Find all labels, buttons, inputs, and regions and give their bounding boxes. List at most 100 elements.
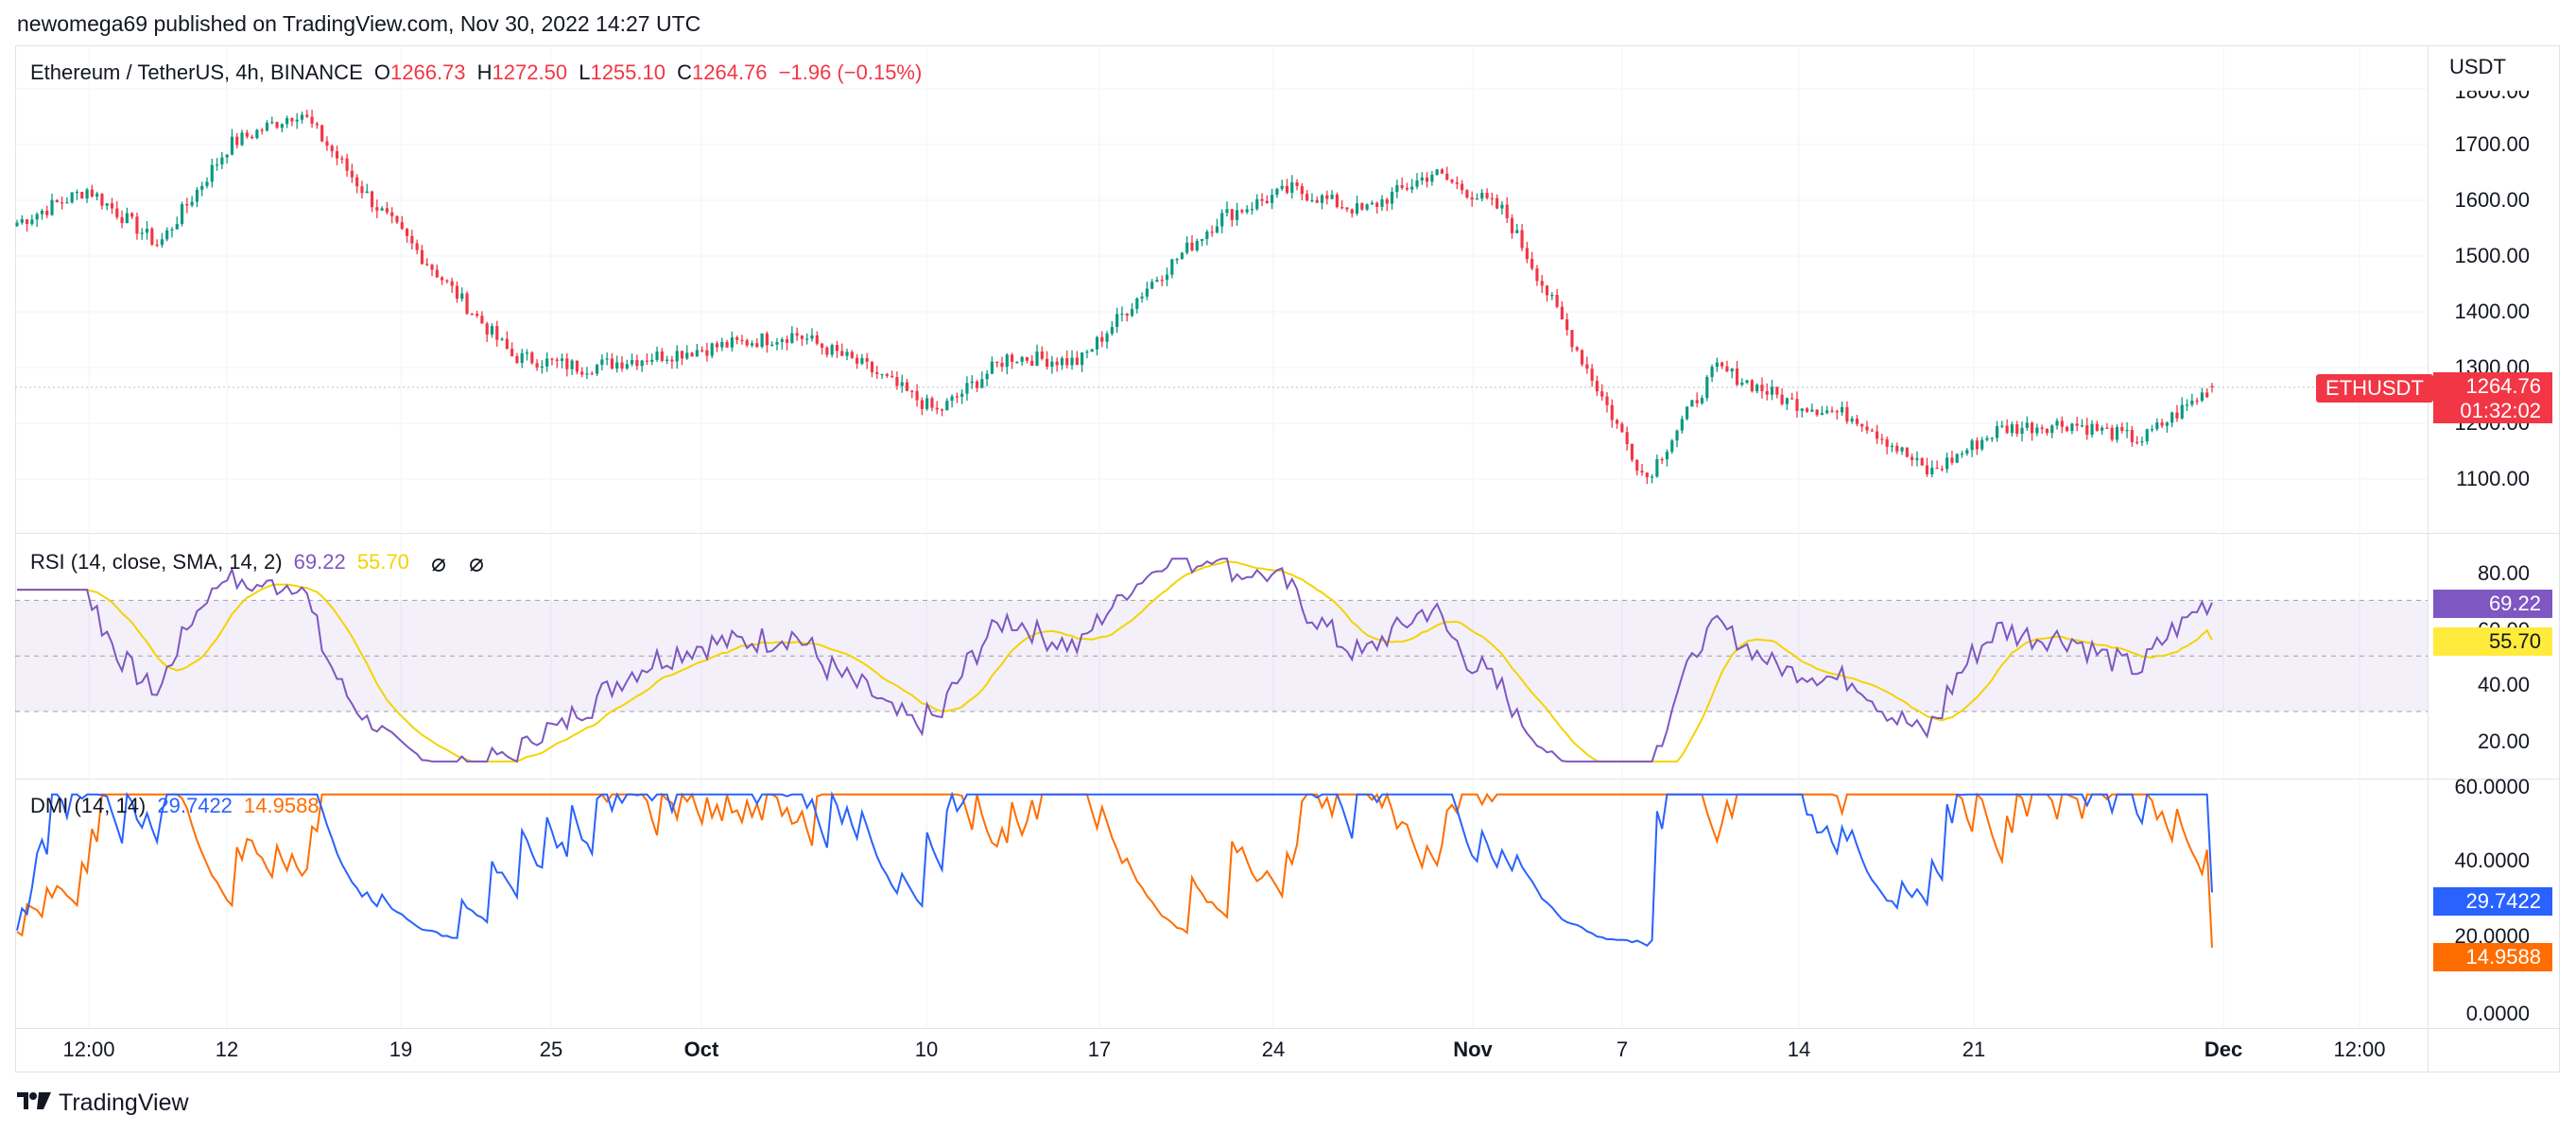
pane-divider[interactable] <box>15 533 2560 534</box>
candle-body <box>945 401 949 411</box>
candle-body <box>1890 445 1894 448</box>
candle-body <box>620 362 624 369</box>
candle-body <box>1550 295 1554 297</box>
candle-body <box>595 365 599 374</box>
candle-body <box>1920 457 1924 466</box>
candle-body <box>875 371 879 374</box>
main-legend[interactable]: Ethereum / TetherUS, 4h, BINANCE O1266.7… <box>30 60 927 85</box>
candle-body <box>50 199 54 215</box>
candle-body <box>1850 419 1854 422</box>
candle-body <box>1380 198 1384 207</box>
dmi-legend[interactable]: DMI (14, 14) 29.7422 14.9588 <box>30 794 325 818</box>
candle-body <box>1805 408 1809 412</box>
tradingview-logo[interactable]: TradingView <box>17 1089 189 1118</box>
change-value: −1.96 (−0.15%) <box>778 60 923 84</box>
candle-body <box>190 201 194 206</box>
hidden-value-icon[interactable] <box>468 555 485 573</box>
candle-body <box>540 366 544 369</box>
rsi-legend[interactable]: RSI (14, close, SMA, 14, 2) 69.22 55.70 <box>30 550 491 575</box>
candle-body <box>360 186 364 194</box>
candle-body <box>800 335 804 339</box>
price-tick: 1800.00 <box>2454 79 2530 103</box>
candle-body <box>1300 186 1304 195</box>
candle-body <box>295 119 299 122</box>
candle-body <box>1150 282 1154 289</box>
candle-body <box>2210 386 2214 387</box>
candle-body <box>675 351 679 362</box>
candle-body <box>335 151 339 159</box>
candle-body <box>1510 217 1514 233</box>
candle-body <box>115 208 119 217</box>
rsi-band <box>15 600 2428 712</box>
dmi-tick: 60.0000 <box>2454 775 2530 798</box>
di-minus-badge: 14.9588 <box>2433 943 2552 971</box>
candle-body <box>880 373 884 376</box>
candle-body <box>350 170 354 178</box>
rsi-sma-value: 55.70 <box>356 550 409 574</box>
candle-body <box>1555 295 1559 307</box>
candle-body <box>790 333 794 343</box>
candle-body <box>1345 207 1349 210</box>
candle-body <box>995 361 999 363</box>
candle-body <box>270 122 274 124</box>
candle-body <box>2135 441 2139 444</box>
candle-body <box>1745 380 1749 383</box>
candle-body <box>2020 427 2024 435</box>
candle-body <box>505 338 509 350</box>
candle-body <box>515 355 519 364</box>
candle-body <box>1870 430 1874 432</box>
candle-body <box>2010 424 2014 434</box>
candle-body <box>650 359 654 362</box>
rsi-tick: 40.00 <box>2477 673 2530 696</box>
time-axis-divider <box>15 1028 2560 1029</box>
candle-body <box>1600 391 1604 397</box>
candle-body <box>1055 361 1059 366</box>
rsi-tick: 80.00 <box>2477 561 2530 585</box>
candle-body <box>560 358 564 361</box>
candle-body <box>1320 195 1324 203</box>
candle-body <box>1680 419 1684 431</box>
candle-body <box>1195 240 1199 250</box>
candle-body <box>1530 259 1534 269</box>
candle-body <box>1565 319 1569 331</box>
candle-body <box>140 232 144 234</box>
candle-body <box>500 338 504 340</box>
candle-body <box>940 409 944 411</box>
time-tick: 12:00 <box>2333 1038 2386 1061</box>
candle-body <box>305 114 309 117</box>
candle-body <box>1860 423 1864 427</box>
candle-body <box>960 393 964 397</box>
pane-divider[interactable] <box>15 779 2560 780</box>
candle-body <box>910 390 914 392</box>
candle-body <box>2180 404 2184 419</box>
candle-body <box>1170 259 1174 275</box>
candle-body <box>1690 400 1694 407</box>
candle-body <box>1670 440 1674 453</box>
candle-body <box>990 361 994 374</box>
candle-body <box>1020 356 1024 362</box>
candle-body <box>1655 458 1659 477</box>
symbol-label[interactable]: Ethereum / TetherUS, 4h, BINANCE <box>30 60 363 84</box>
candle-body <box>441 277 444 281</box>
symbol-badge[interactable]: ETHUSDT <box>2316 374 2433 403</box>
candle-body <box>1615 420 1619 424</box>
candle-body <box>895 377 899 386</box>
dmi-title[interactable]: DMI (14, 14) <box>30 794 147 817</box>
candle-body <box>1435 169 1439 175</box>
candle-body <box>585 373 589 375</box>
currency-label[interactable]: USDT <box>2449 55 2506 78</box>
candle-body <box>1855 419 1859 424</box>
candle-body <box>280 124 284 129</box>
candle-body <box>760 333 764 348</box>
candle-body <box>1545 285 1549 296</box>
candle-body <box>1110 327 1114 334</box>
rsi-title[interactable]: RSI (14, close, SMA, 14, 2) <box>30 550 283 574</box>
candle-body <box>1060 358 1064 366</box>
candle-body <box>1200 238 1204 241</box>
candle-body <box>915 390 919 401</box>
candle-body <box>1236 210 1239 220</box>
candle-body <box>120 216 124 224</box>
hidden-value-icon[interactable] <box>430 555 447 573</box>
candle-body <box>1580 350 1584 365</box>
